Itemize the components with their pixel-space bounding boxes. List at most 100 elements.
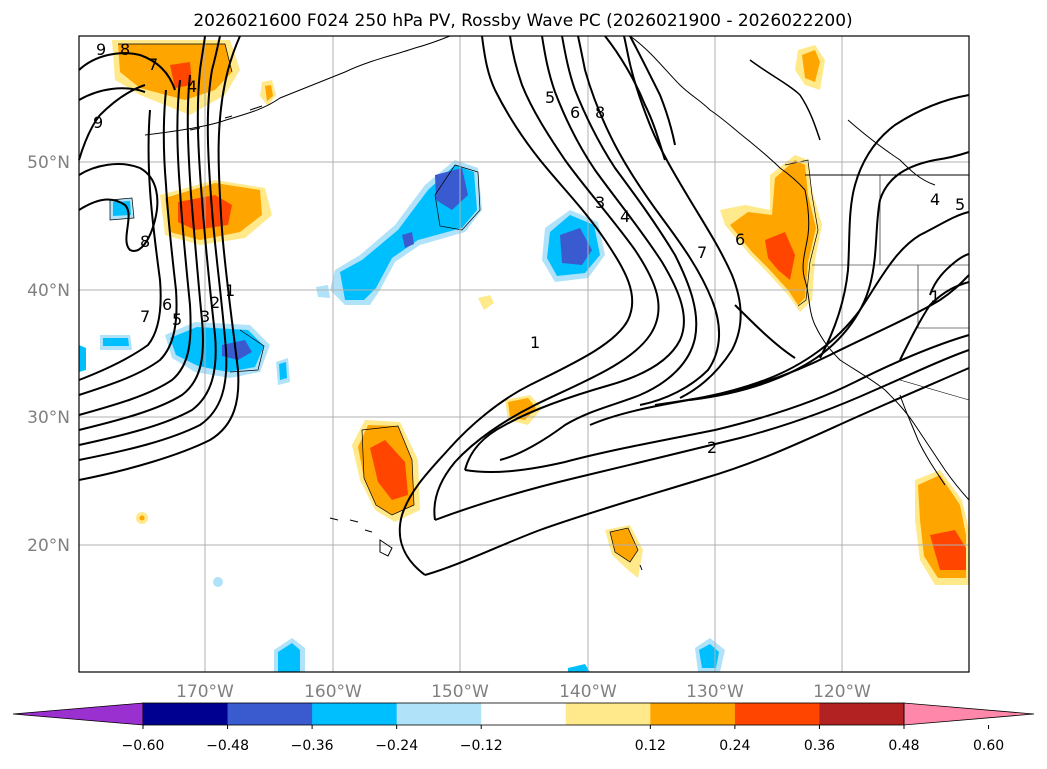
anomaly-region: [802, 50, 820, 82]
lon-label: 160°W: [304, 682, 362, 702]
pv-contour-line: [819, 94, 970, 359]
colorbar-extend-low: [13, 703, 143, 725]
pv-contour-line: [689, 151, 970, 401]
colorbar-extend-high: [904, 703, 1034, 725]
coastline-west-coast: [802, 189, 970, 501]
contour-label: 4: [620, 207, 630, 226]
map-frame: [78, 35, 970, 673]
anomaly-region: [560, 228, 592, 265]
colorbar-segment: [819, 703, 905, 725]
anomaly-region: [139, 515, 145, 521]
coastline-baja: [899, 394, 946, 486]
pv-contour-line: [749, 59, 821, 141]
contour-label: 5: [172, 310, 182, 329]
colorbar-tick-label: 0.36: [804, 738, 835, 754]
lon-label: 120°W: [813, 682, 871, 702]
colorbar-segment: [227, 703, 313, 725]
anomaly-region: [213, 577, 223, 587]
lon-label: 140°W: [559, 682, 617, 702]
lat-label: 40°N: [27, 281, 70, 301]
anomaly-region: [765, 232, 795, 280]
colorbar-tick-label: 0.48: [888, 738, 919, 754]
anomaly-region: [278, 643, 300, 672]
contour-label: 4: [930, 190, 940, 209]
colorbar: −0.60 −0.48 −0.36 −0.24 −0.12 0.12 0.24 0.36 0.4…: [12, 702, 1035, 754]
pv-contour-line: [78, 52, 176, 101]
coastlines: [144, 35, 970, 571]
contour-label: 5: [545, 88, 555, 107]
pv-contour-line: [78, 35, 228, 461]
pv-contour-line: [464, 334, 970, 474]
pv-contour-line: [929, 253, 970, 296]
gridlines: [79, 36, 969, 672]
contour-label: 6: [735, 230, 745, 249]
colorbar-segment: [143, 703, 229, 725]
contour-label: 2: [707, 438, 717, 457]
colorbar-tick-label: 0.24: [719, 738, 750, 754]
contour-labels: 1 2 3 4 5 6 7 8 9 1 2 3 5 6 7 8 8 7 4 9 …: [93, 40, 965, 457]
colorbar-tick-label: −0.24: [375, 738, 418, 754]
colorbar-segment: [312, 703, 398, 725]
contour-label: 7: [140, 307, 150, 326]
border-us-mexico: [899, 379, 970, 401]
pv-contour-line: [398, 35, 634, 576]
pv-contour-line: [434, 349, 970, 521]
colorbar-segment: [565, 703, 651, 725]
pv-contour-line: [78, 79, 192, 416]
colorbar-segment: [396, 703, 482, 725]
anomaly-region: [478, 295, 494, 310]
contour-label: 1: [930, 287, 940, 306]
pv-contour-line: [623, 35, 742, 399]
contour-label: 9: [93, 113, 103, 132]
contour-label: 1: [530, 333, 540, 352]
anomaly-region: [316, 285, 330, 298]
lat-label: 30°N: [27, 408, 70, 428]
pv-contour-line: [577, 35, 721, 406]
anomaly-region: [103, 338, 129, 346]
contour-label: 6: [162, 295, 172, 314]
anomaly-region: [370, 440, 408, 500]
colorbar-tick-label: −0.48: [206, 738, 249, 754]
colorbar-segment: [481, 703, 567, 725]
map-panel: 1 2 3 4 5 6 7 8 9 1 2 3 5 6 7 8 8 7 4 9 …: [78, 35, 970, 673]
longitude-labels: 170°W 160°W 150°W 140°W 130°W 120°W: [176, 682, 871, 702]
colorbar-segment: [650, 703, 736, 725]
contour-label: 8: [140, 232, 150, 251]
lon-label: 150°W: [431, 682, 489, 702]
coastline-hawaii: [329, 517, 393, 557]
anomaly-region: [79, 345, 86, 372]
contour-label: 7: [697, 243, 707, 262]
pv-contour-line: [433, 35, 660, 521]
pv-contour-line: [424, 367, 970, 576]
state-borders: [812, 175, 969, 329]
colorbar-segments: [13, 703, 1034, 725]
contour-label: 6: [570, 103, 580, 122]
latitude-labels: 50°N 40°N 30°N 20°N: [27, 153, 70, 556]
pv-contour-line: [78, 35, 241, 481]
pv-contour-line: [78, 35, 217, 446]
contour-label: 7: [148, 55, 158, 74]
pv-contour-line: [499, 35, 698, 461]
anomaly-region: [730, 160, 816, 305]
coastline-aleutians: [144, 35, 451, 136]
pv-contour-line: [78, 74, 204, 431]
contour-label: 3: [200, 307, 210, 326]
anomaly-region: [170, 327, 264, 372]
pv-contours: [78, 35, 970, 576]
colorbar-outline: [142, 702, 905, 726]
anomaly-region: [170, 62, 192, 88]
anomaly-region: [402, 232, 414, 248]
lon-label: 170°W: [176, 682, 234, 702]
pv-contour-line: [78, 89, 178, 396]
anomaly-region: [279, 362, 287, 380]
colorbar-ticks: −0.60 −0.48 −0.36 −0.24 −0.12 0.12 0.24 0.36 0.4…: [122, 725, 1004, 754]
pv-contour-line: [734, 304, 796, 359]
pv-contour-line: [604, 35, 666, 161]
colorbar-tick-label: −0.60: [122, 738, 165, 754]
contour-label: 9: [96, 40, 106, 59]
pv-contour-line: [78, 163, 159, 252]
contour-label: 8: [595, 103, 605, 122]
coastline-panhandle: [629, 35, 806, 191]
pv-contour-line: [464, 35, 685, 471]
